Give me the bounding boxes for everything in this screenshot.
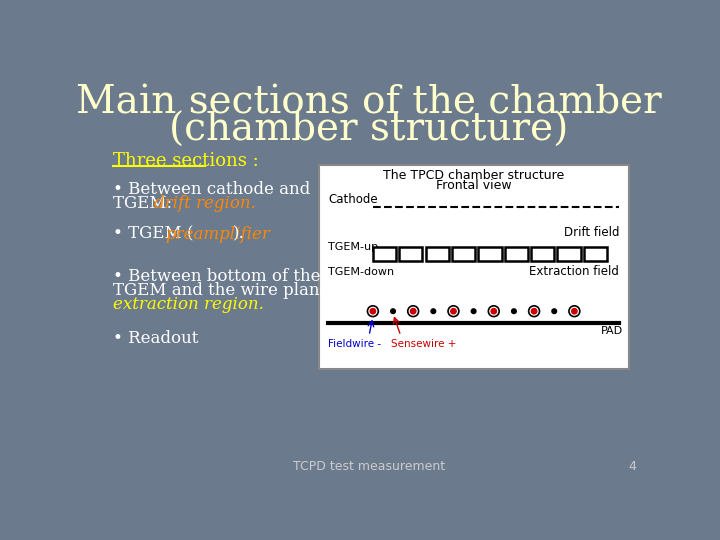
Text: Three sections :: Three sections :: [113, 152, 259, 170]
Bar: [478, 247, 502, 261]
Circle shape: [451, 308, 456, 314]
Text: • Readout: • Readout: [113, 329, 199, 347]
Bar: [505, 247, 528, 261]
Circle shape: [531, 308, 537, 314]
Text: preamplifier: preamplifier: [165, 226, 270, 242]
Text: Drift field: Drift field: [564, 226, 619, 239]
Text: TGEM-up: TGEM-up: [328, 242, 378, 252]
Text: ).: ).: [233, 226, 245, 242]
Bar: [399, 247, 423, 261]
Text: • Between bottom of the: • Between bottom of the: [113, 268, 320, 285]
Text: extraction region.: extraction region.: [113, 296, 264, 313]
Text: Frontal view: Frontal view: [436, 179, 511, 192]
Text: (chamber structure): (chamber structure): [169, 112, 569, 149]
Text: PAD: PAD: [600, 326, 623, 336]
Text: TGEM and the wire plane:: TGEM and the wire plane:: [113, 282, 336, 299]
Text: Extraction field: Extraction field: [529, 266, 619, 279]
Text: • Between cathode and: • Between cathode and: [113, 181, 310, 198]
Circle shape: [410, 308, 416, 314]
Circle shape: [491, 308, 497, 314]
Bar: [452, 247, 475, 261]
Circle shape: [370, 308, 376, 314]
Text: 4: 4: [629, 460, 636, 473]
Circle shape: [572, 308, 577, 314]
Circle shape: [512, 309, 516, 314]
Text: Sensewire +: Sensewire +: [392, 339, 457, 348]
Text: TCPD test measurement: TCPD test measurement: [293, 460, 445, 473]
Text: Fieldwire -: Fieldwire -: [328, 339, 381, 348]
Text: TGEM:: TGEM:: [113, 195, 178, 212]
Bar: [373, 247, 396, 261]
Text: drift region.: drift region.: [153, 195, 256, 212]
Text: TGEM-down: TGEM-down: [328, 267, 394, 277]
Circle shape: [391, 309, 395, 314]
Bar: [319, 165, 629, 369]
Text: The TPCD chamber structure: The TPCD chamber structure: [383, 169, 564, 182]
Circle shape: [431, 309, 436, 314]
Bar: [584, 247, 607, 261]
Circle shape: [552, 309, 557, 314]
Circle shape: [472, 309, 476, 314]
Text: • TGEM (: • TGEM (: [113, 226, 194, 242]
Text: Cathode: Cathode: [328, 193, 377, 206]
Bar: [557, 247, 580, 261]
Bar: [531, 247, 554, 261]
Bar: [426, 247, 449, 261]
Text: Main sections of the chamber: Main sections of the chamber: [76, 85, 662, 122]
